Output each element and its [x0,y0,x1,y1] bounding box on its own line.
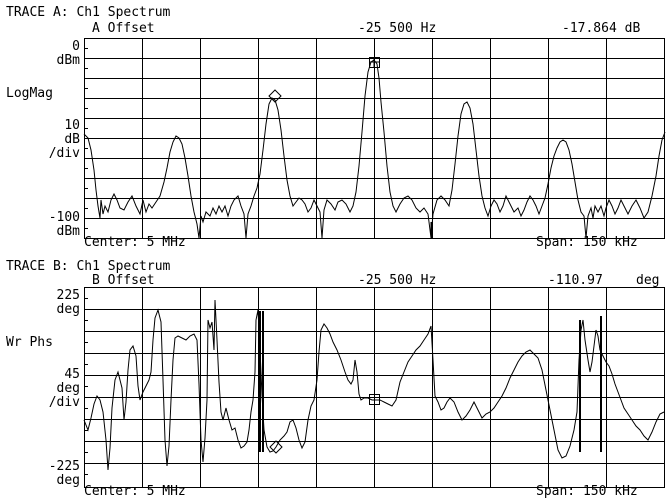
trace-a-y-top-unit: dBm [56,53,80,68]
trace-a-scale-unit: dB [64,132,80,147]
trace-a-y-bottom-unit: dBm [56,224,80,239]
trace-a-y-bottom: -100 [48,210,80,225]
trace-a-tick-mark [430,222,433,238]
trace-b-format: Wr Phs [6,335,53,350]
trace-b-y-top: 225 [56,288,80,303]
marker-square-b [369,394,380,405]
trace-a-curve [83,59,666,239]
trace-a-scale-div: /div [48,146,80,161]
trace-a-format: LogMag [6,86,53,101]
trace-a-marker-label: A Offset [92,21,155,36]
trace-b-title: TRACE B: Ch1 Spectrum [6,259,171,274]
marker-square-a [369,57,380,68]
trace-a-grid [84,38,665,239]
trace-b-y-top-unit: deg [56,302,80,317]
trace-a-title: TRACE A: Ch1 Spectrum [6,5,171,20]
marker-diamond-a [268,89,282,103]
trace-b-curve [83,299,665,471]
trace-a-marker-value: -17.864 dB [562,21,641,36]
trace-b-scale-unit: deg [56,381,80,396]
trace-b-grid [84,287,665,488]
trace-a-markers [268,57,380,103]
trace-b-marker-freq: -25 500 Hz [358,273,437,288]
trace-b-marker-label: B Offset [92,273,155,288]
trace-a-scale: 10 [64,118,80,133]
trace-b-markers [269,394,380,454]
trace-b-marker-value: -110.97 [548,273,603,288]
trace-b-scale: 45 [64,367,80,382]
trace-b-heavy-lines [259,311,602,452]
trace-b-marker-unit: deg [636,273,660,288]
trace-a-y-top: 0 [72,39,80,54]
trace-b-scale-div: /div [48,395,80,410]
trace-b-y-bottom: -225 [48,459,80,474]
trace-a-marker-freq: -25 500 Hz [358,21,437,36]
trace-b-y-bottom-unit: deg [56,473,80,488]
marker-diamond-b [269,440,283,454]
